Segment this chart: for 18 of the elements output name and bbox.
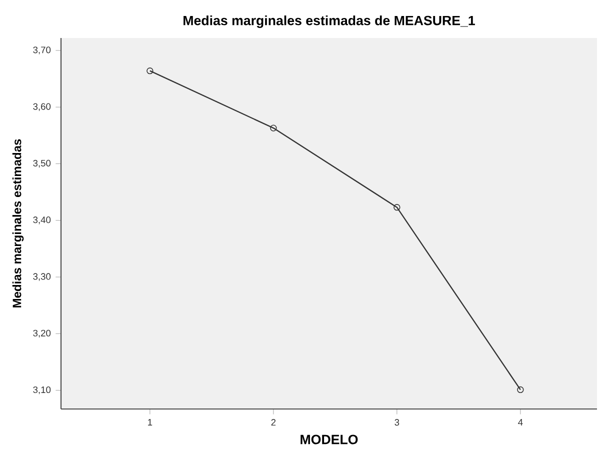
y-tick-label: 3,20: [33, 330, 51, 338]
x-tick-label: 2: [271, 419, 276, 426]
y-tick-label: 3,30: [33, 273, 51, 281]
chart-title: Medias marginales estimadas de MEASURE_1: [184, 15, 475, 28]
point: [146, 68, 154, 74]
x-axis-title: MODELO: [300, 434, 358, 444]
point: [270, 124, 277, 132]
y-tick-label: 3,40: [33, 216, 51, 224]
x-tick-label: 3: [394, 419, 400, 426]
y-tick-label: 3,10: [33, 386, 51, 394]
y-tick-label: 3,70: [33, 46, 51, 54]
y-axis-title: Medias marginales estimadas: [12, 139, 24, 308]
point: [517, 386, 524, 394]
y-tick-label: 3,50: [33, 160, 51, 168]
point: [394, 204, 400, 211]
x-tick-label: 4: [518, 419, 523, 426]
x-tick-label: 1: [148, 419, 152, 426]
y-tick-label: 3,60: [33, 103, 51, 111]
